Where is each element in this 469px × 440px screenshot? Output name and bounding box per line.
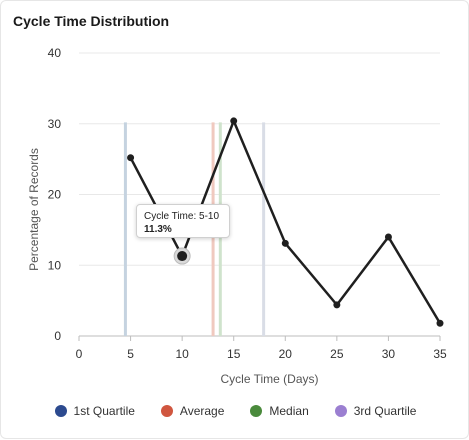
x-tick-label: 10 (175, 347, 189, 361)
x-tick-label: 30 (382, 347, 396, 361)
y-tick-label: 10 (48, 258, 62, 272)
legend-label: Average (179, 404, 225, 418)
x-tick-label: 15 (227, 347, 241, 361)
legend-dot-icon (250, 405, 263, 417)
x-tick-label: 35 (433, 347, 447, 361)
legend-item[interactable]: 1st Quartile (54, 404, 135, 418)
legend-dot-icon (160, 405, 173, 417)
data-point (333, 301, 341, 309)
x-tick-label: 0 (76, 347, 83, 361)
data-point (127, 154, 135, 162)
y-tick-label: 20 (48, 188, 62, 202)
data-point (436, 319, 444, 327)
x-tick-label: 20 (279, 347, 293, 361)
data-point (230, 117, 238, 125)
y-tick-label: 30 (48, 117, 62, 131)
data-point (177, 251, 188, 262)
tooltip-value: 11.3% (144, 224, 172, 235)
y-tick-label: 0 (54, 329, 61, 343)
legend-label: Median (269, 404, 309, 418)
x-tick-label: 5 (127, 347, 134, 361)
legend-item[interactable]: 3rd Quartile (334, 404, 417, 418)
y-tick-label: 40 (48, 46, 62, 60)
x-tick-label: 25 (330, 347, 344, 361)
data-point (281, 239, 289, 247)
tooltip-category: Cycle Time: 5-10 (144, 211, 220, 222)
legend-item[interactable]: Average (160, 404, 225, 418)
legend-item[interactable]: Median (250, 404, 309, 418)
legend-label: 1st Quartile (73, 404, 135, 418)
legend-dot-icon (334, 405, 347, 417)
x-axis-label: Cycle Time (Days) (220, 372, 318, 386)
data-point (384, 233, 392, 241)
data-point-tooltip: Cycle Time: 5-10 11.3% (136, 204, 230, 238)
legend-dot-icon (54, 405, 67, 417)
chart-title: Cycle Time Distribution (13, 13, 170, 29)
legend-label: 3rd Quartile (353, 404, 417, 418)
y-axis-label: Percentage of Records (27, 148, 41, 271)
chart-legend: 1st Quartile Average Median 3rd Quartile (1, 404, 469, 418)
